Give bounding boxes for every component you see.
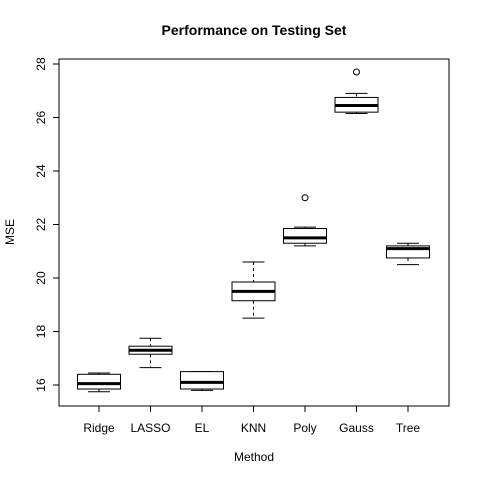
x-tick-label-lasso: LASSO: [130, 421, 170, 435]
box-poly: [283, 194, 327, 247]
box-lasso: [128, 337, 173, 369]
x-tick-label-ridge: Ridge: [83, 421, 115, 435]
x-tick-label-poly: Poly: [293, 421, 316, 435]
y-tick-label: 18: [34, 325, 48, 339]
x-axis: Ridge LASSO EL KNN Poly Gauss Tree: [83, 406, 420, 435]
y-tick-label: 24: [34, 164, 48, 178]
x-tick-label-el: EL: [195, 421, 210, 435]
x-axis-label: Method: [234, 450, 274, 464]
iqr-box: [180, 371, 224, 390]
y-axis: 16 18 20 22 24 26 28: [34, 57, 59, 392]
chart-title: Performance on Testing Set: [162, 22, 347, 38]
x-tick-label-gauss: Gauss: [339, 421, 374, 435]
y-tick-label: 20: [34, 271, 48, 285]
outlier-point: [353, 68, 360, 76]
y-tick-label: 22: [34, 218, 48, 232]
box-gauss: [334, 68, 379, 114]
iqr-box: [77, 373, 121, 390]
outlier-point: [301, 194, 309, 202]
box-tree: [386, 242, 430, 266]
box-el: [180, 371, 224, 391]
y-tick-label: 26: [34, 111, 48, 125]
y-tick-label: 16: [34, 378, 48, 392]
iqr-box: [283, 228, 327, 244]
x-tick-label-knn: KNN: [241, 421, 266, 435]
y-axis-label: MSE: [3, 219, 17, 245]
box-knn: [231, 261, 276, 319]
y-tick-label: 28: [34, 57, 48, 71]
plot-area: [77, 68, 430, 393]
box-ridge: [77, 372, 121, 393]
x-tick-label-tree: Tree: [396, 421, 421, 435]
